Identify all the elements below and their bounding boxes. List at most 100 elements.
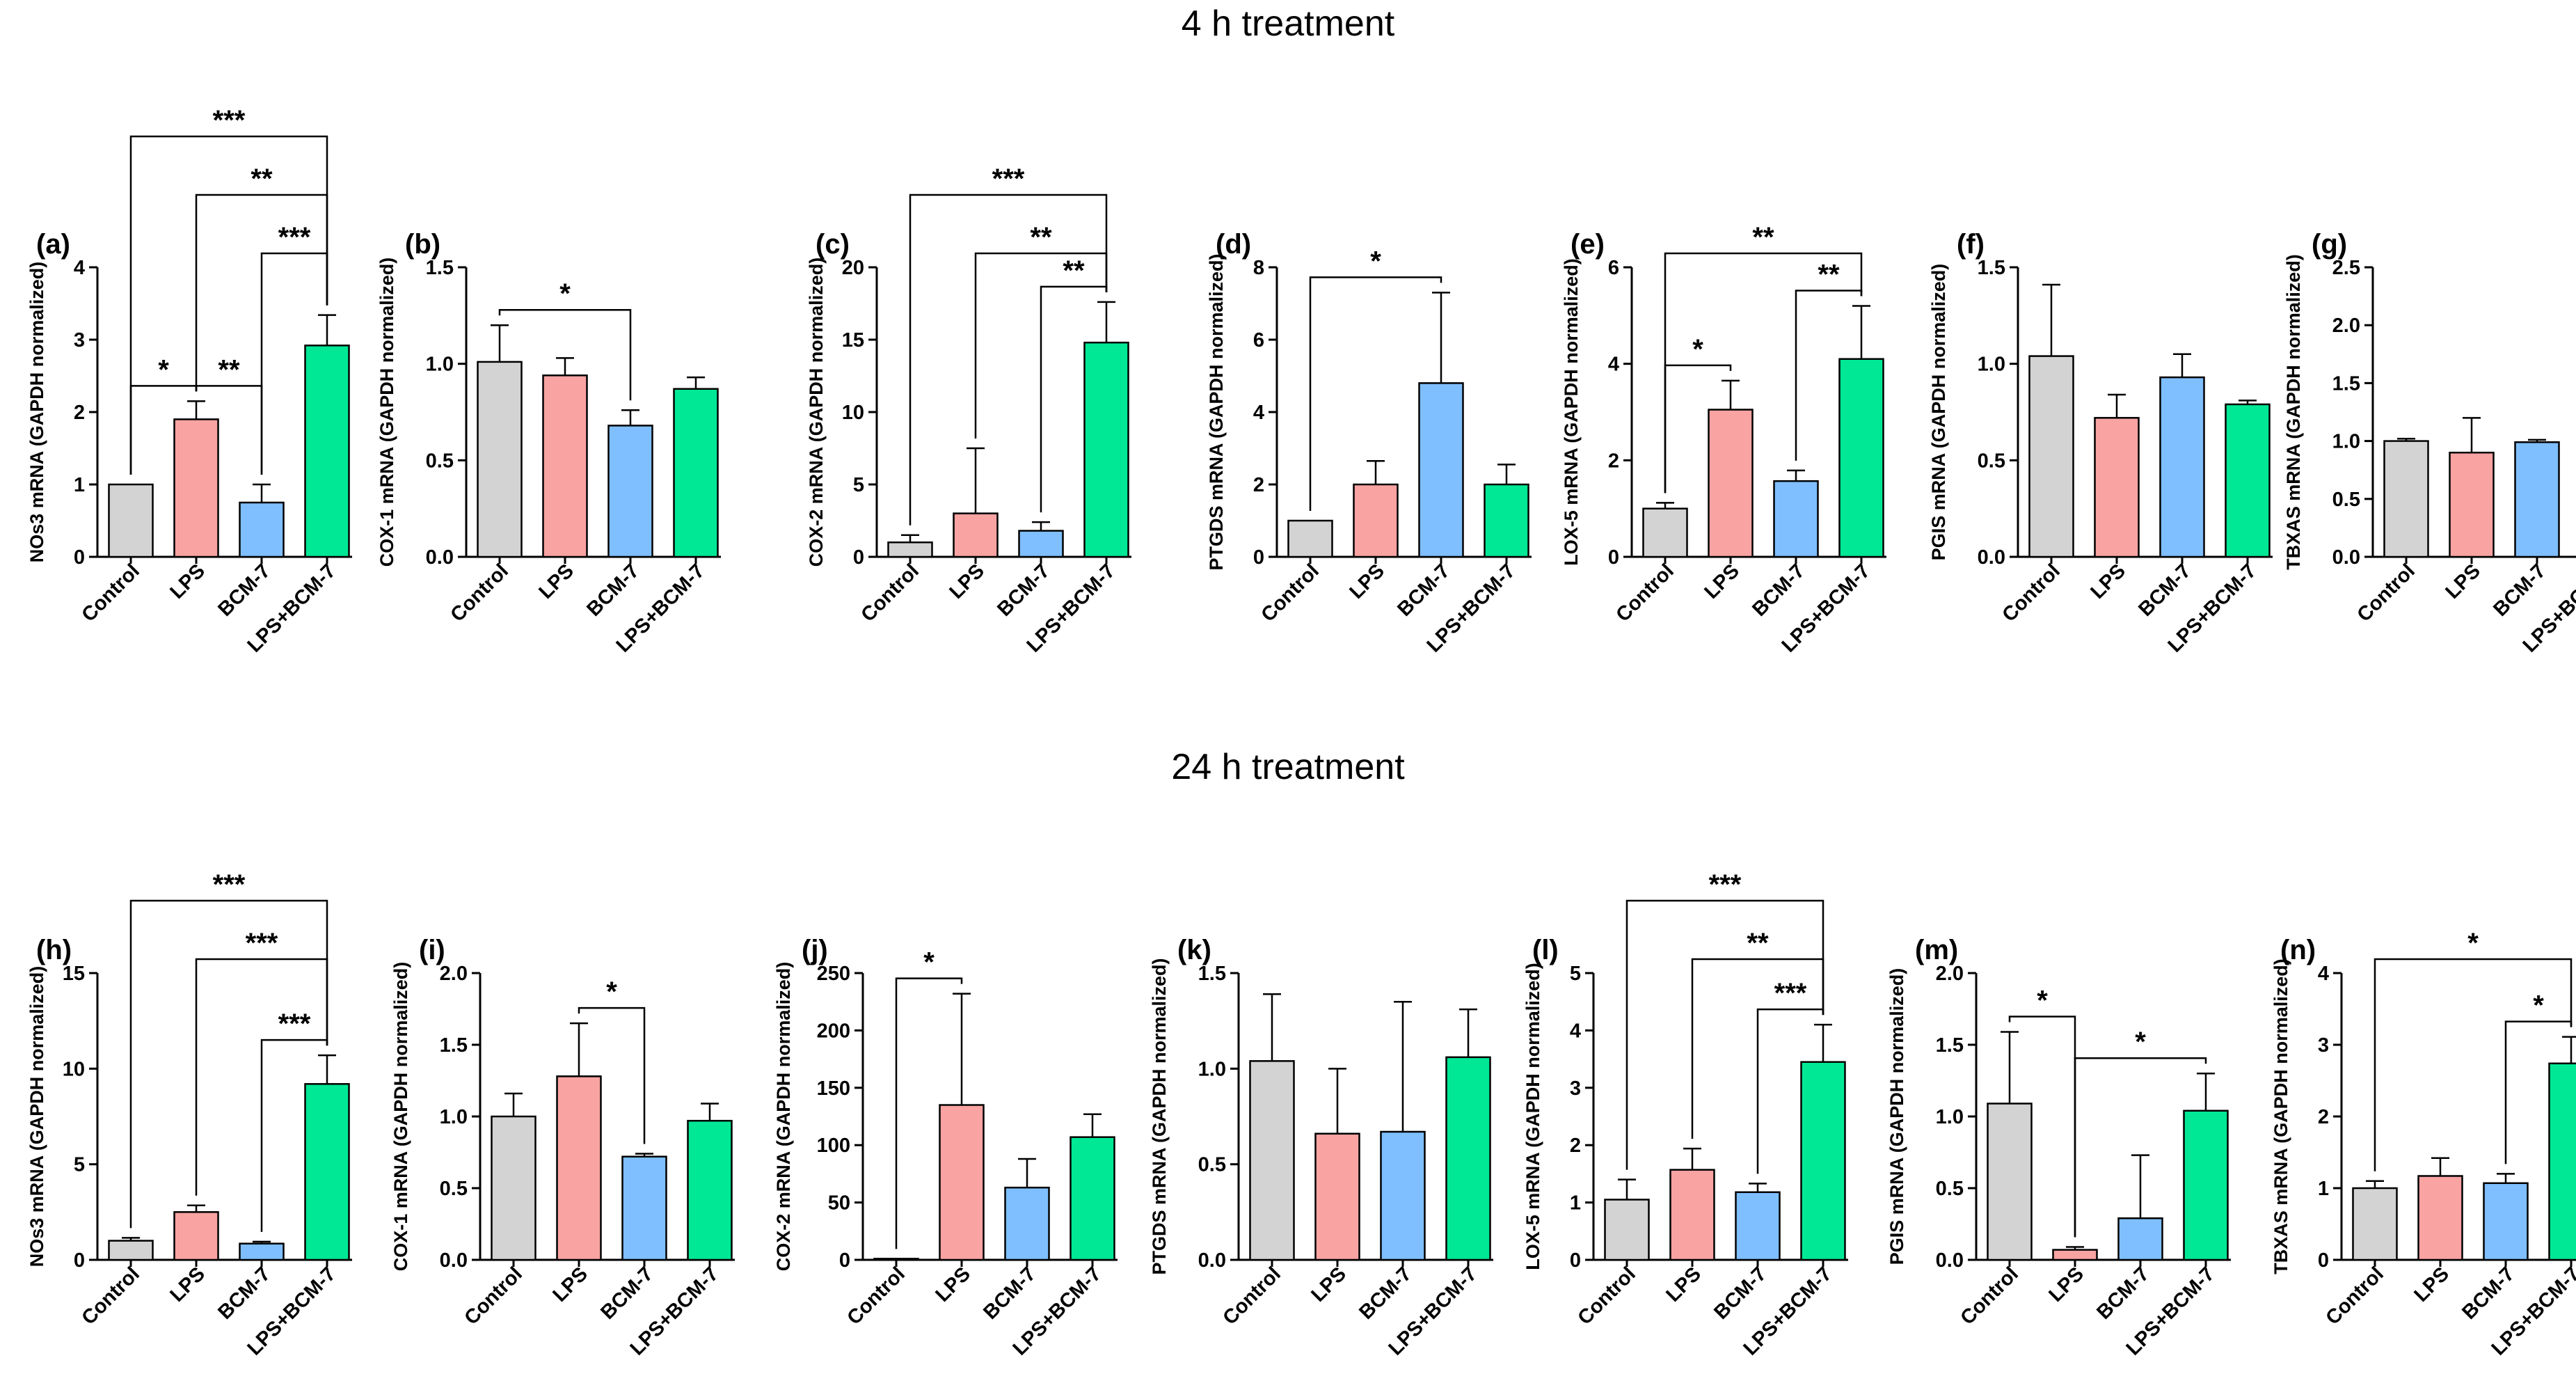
y-tick-label: 4 (2318, 963, 2329, 985)
y-axis-label: TBXAS mRNA (GAPDH normalized) (2283, 254, 2304, 570)
x-tick-label: BCM-7 (1393, 560, 1454, 621)
bar-BCM-7 (607, 425, 653, 558)
significance-label: *** (213, 105, 246, 136)
y-tick-label: 1.5 (440, 1034, 468, 1057)
x-tick-label: BCM-7 (214, 1263, 275, 1324)
bar-BCM-7 (1380, 1130, 1426, 1261)
bar-LPS (173, 1211, 219, 1261)
y-tick-label: 10 (842, 402, 864, 424)
y-tick-label: 4 (1608, 354, 1619, 376)
y-tick-label: 2.5 (2332, 257, 2360, 279)
x-tick-label: Control (1956, 1263, 2023, 1329)
panel-c: (c) 0 5 10 15 20 COX-2 mRNA (GAPDH normalized)… (806, 164, 1131, 657)
x-tick-label: Control (1612, 560, 1678, 626)
y-tick-label: 0.0 (2332, 546, 2360, 569)
y-tick-label: 0 (839, 1249, 850, 1272)
significance-label: ** (1747, 928, 1769, 958)
y-tick-label: 0 (74, 1249, 85, 1272)
panel-label-f: (f) (1957, 229, 1985, 260)
panel-m: (m) 0.0 0.5 1.0 1.5 2.0 PGIS mRNA (GAPDH norma… (1886, 935, 2231, 1360)
y-tick-label: 1.0 (426, 354, 454, 376)
x-tick-label: BCM-7 (2489, 560, 2550, 621)
bar-BCM-7 (1735, 1191, 1781, 1261)
y-tick-label: 10 (63, 1058, 85, 1080)
x-tick-label: LPS (2441, 560, 2485, 603)
panel-f: (f) 0.0 0.5 1.0 1.5 PGIS mRNA (GAPDH normaliz… (1928, 229, 2273, 657)
x-tick-label: BCM-7 (1355, 1263, 1416, 1324)
panel-a: (a) 0 1 2 3 4 NOs3 mRNA (GAPDH normalized) Cont… (26, 105, 352, 657)
bar-BCM-7 (1773, 480, 1819, 558)
x-tick-label: BCM-7 (1748, 560, 1809, 621)
panel-label-a: (a) (36, 229, 70, 260)
panel-d: (d) 0 2 4 6 8 PTGDS mRNA (GAPDH normalized) Con… (1206, 229, 1532, 657)
significance-label: * (559, 278, 571, 309)
bar-Control (2352, 1187, 2398, 1261)
panel-label-k: (k) (1177, 935, 1211, 965)
bar-Control (1287, 519, 1333, 558)
bar-Control (2383, 440, 2429, 558)
y-tick-label: 6 (1253, 329, 1264, 352)
y-tick-label: 5 (74, 1154, 85, 1176)
row-title-24h: 24 h treatment (1171, 747, 1405, 787)
bar-Control (873, 1258, 919, 1261)
x-tick-label: Control (446, 560, 513, 626)
x-tick-label: LPS (166, 560, 209, 603)
panel-n: (n) 0 1 2 3 4 TBXAS mRNA (GAPDH normalized) Con… (2271, 928, 2576, 1360)
y-tick-label: 0.5 (426, 450, 454, 472)
y-axis-label: NOs3 mRNA (GAPDH normalized) (26, 966, 47, 1268)
y-tick-label: 3 (2318, 1034, 2329, 1057)
y-tick-label: 1.5 (1936, 1034, 1964, 1057)
significance-bracket (895, 977, 963, 1249)
y-axis-label: LOX-5 mRNA (GAPDH normalized) (1561, 258, 1582, 566)
significance-label: ** (1030, 222, 1052, 253)
x-tick-label: LPS (1345, 560, 1389, 603)
significance-label: ** (251, 164, 273, 194)
y-axis-label: COX-2 mRNA (GAPDH normalized) (773, 962, 794, 1272)
y-tick-label: 1.5 (1978, 257, 2005, 279)
y-tick-label: 0 (1608, 546, 1619, 569)
y-axis-label: COX-1 mRNA (GAPDH normalized) (390, 962, 411, 1272)
panel-j: (j) 0 50 100 150 200 250 COX-2 mRNA (GAPDH norm… (773, 935, 1118, 1360)
x-tick-label: LPS (166, 1263, 209, 1306)
x-tick-label: LPS (931, 1263, 975, 1306)
y-tick-label: 5 (1570, 963, 1581, 985)
x-tick-label: LPS (1662, 1263, 1706, 1306)
bar-LPS+BCM-7 (304, 345, 350, 558)
y-tick-label: 0.5 (1198, 1154, 1226, 1176)
bar-LPS+BCM-7 (1083, 341, 1129, 558)
significance-label: * (2467, 928, 2479, 958)
significance-label: *** (278, 1009, 311, 1039)
y-tick-label: 0 (1253, 546, 1264, 569)
significance-label: *** (213, 869, 246, 900)
y-tick-label: 1 (1570, 1192, 1581, 1215)
bar-Control (108, 1240, 154, 1261)
y-tick-label: 1.0 (1198, 1058, 1226, 1080)
panel-g: (g) 0.0 0.5 1.0 1.5 2.0 2.5 TBXAS mRNA (GAPDH n… (2283, 229, 2576, 657)
x-tick-label: BCM-7 (2458, 1263, 2519, 1324)
y-tick-label: 15 (63, 963, 85, 985)
significance-bracket (1309, 276, 1442, 511)
bar-BCM-7 (2514, 441, 2560, 558)
panel-label-j: (j) (802, 935, 828, 965)
y-tick-label: 1.0 (1936, 1106, 1964, 1128)
y-tick-label: 1.0 (1978, 354, 2005, 376)
y-tick-label: 100 (817, 1135, 850, 1157)
y-tick-label: 0.0 (1198, 1249, 1226, 1272)
y-axis-label: NOs3 mRNA (GAPDH normalized) (26, 262, 47, 563)
x-tick-label: BCM-7 (993, 560, 1054, 621)
y-tick-label: 0.5 (2332, 489, 2360, 511)
panel-label-m: (m) (1915, 935, 1958, 965)
bar-Control (1604, 1199, 1650, 1261)
significance-bracket (1625, 899, 1824, 1170)
y-tick-label: 2 (2318, 1106, 2329, 1128)
x-tick-label: BCM-7 (1710, 1263, 1771, 1324)
x-tick-label: Control (857, 560, 923, 626)
panel-k: (k) 0.0 0.5 1.0 1.5 PTGDS mRNA (GAPDH normali… (1149, 935, 1493, 1360)
bar-LPS (556, 1075, 602, 1261)
bar-Control (1642, 507, 1688, 558)
y-tick-label: 2.0 (1936, 963, 1964, 985)
bar-LPS (173, 418, 219, 558)
bar-BCM-7 (621, 1155, 667, 1261)
y-tick-label: 0.5 (1936, 1178, 1964, 1200)
